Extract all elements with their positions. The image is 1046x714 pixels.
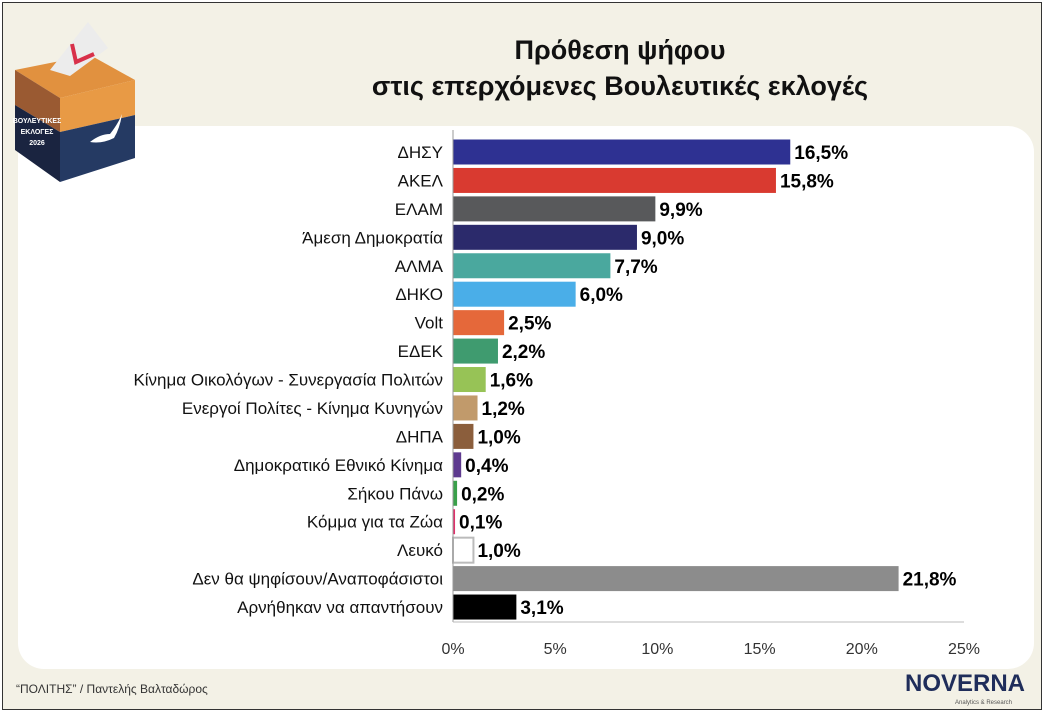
x-tick-label: 10% — [641, 641, 673, 658]
value-label: 2,2% — [502, 342, 545, 363]
value-label: 15,8% — [780, 171, 834, 192]
category-label: Κίνημα Οικολόγων - Συνεργασία Πολιτών — [133, 371, 443, 390]
category-label: Αρνήθηκαν να απαντήσουν — [237, 598, 443, 617]
logo-text: ΒΟΥΛΕΥΤΙΚΕΣ — [13, 118, 62, 125]
category-label: Δημοκρατικό Εθνικό Κίνημα — [234, 456, 443, 475]
title-line-1: Πρόθεση ψήφου — [514, 35, 726, 65]
bar — [453, 367, 486, 393]
category-label: Volt — [415, 314, 444, 333]
value-label: 0,4% — [465, 456, 508, 477]
bar — [453, 509, 456, 535]
value-label: 9,0% — [641, 228, 684, 249]
title-line-2: στις επερχόμενες Βουλευτικές εκλογές — [371, 71, 869, 101]
value-label: 2,5% — [508, 314, 551, 335]
value-label: 1,0% — [477, 427, 520, 448]
bar — [453, 338, 498, 364]
category-label: Άμεση Δημοκρατία — [302, 228, 443, 247]
ballot-box-logo: ΒΟΥΛΕΥΤΙΚΕΣ ΕΚΛΟΓΕΣ 2026 — [13, 22, 135, 182]
category-label: ΑΚΕΛ — [398, 171, 444, 190]
category-label: Σήκου Πάνω — [347, 484, 443, 503]
bar — [453, 594, 517, 620]
value-label: 7,7% — [614, 257, 657, 278]
source-credit: “ΠΟΛΙΤΗΣ” / Παντελής Βαλταδώρος — [16, 682, 208, 696]
x-tick-label: 5% — [544, 641, 567, 658]
category-label: ΔΗΠΑ — [396, 427, 444, 446]
x-tick-label: 20% — [846, 641, 878, 658]
category-label: Δεν θα ψηφίσουν/Αναποφάσιστοι — [192, 570, 443, 589]
value-label: 9,9% — [659, 200, 702, 221]
brand-tagline: Analytics & Research — [955, 700, 1013, 706]
bar — [453, 423, 474, 449]
bar — [453, 310, 505, 336]
category-label: ΕΛΑΜ — [395, 200, 443, 219]
category-label: Λευκό — [397, 541, 443, 560]
value-label: 6,0% — [580, 285, 623, 306]
category-label: ΑΛΜΑ — [395, 257, 444, 276]
bar — [453, 167, 776, 193]
bar — [453, 196, 656, 222]
x-tick-label: 25% — [948, 641, 980, 658]
x-tick-label: 0% — [441, 641, 464, 658]
bar — [453, 139, 791, 165]
value-label: 21,8% — [903, 570, 957, 591]
brand-logo: NOVERNA — [905, 670, 1026, 697]
bar — [453, 253, 611, 279]
value-label: 3,1% — [520, 598, 563, 619]
category-label: Ενεργοί Πολίτες - Κίνημα Κυνηγών — [182, 399, 443, 418]
chart-title: Πρόθεση ψήφου στις επερχόμενες Βουλευτικ… — [180, 32, 1046, 104]
logo-text: 2026 — [29, 140, 45, 147]
category-label: Κόμμα για τα Ζώα — [307, 513, 443, 532]
value-label: 1,6% — [490, 371, 533, 392]
value-label: 1,0% — [477, 541, 520, 562]
value-label: 1,2% — [482, 399, 525, 420]
value-label: 0,2% — [461, 484, 504, 505]
bar — [453, 281, 576, 307]
bar — [453, 480, 458, 506]
logo-text: ΕΚΛΟΓΕΣ — [21, 129, 54, 136]
bar — [453, 224, 637, 250]
value-label: 0,1% — [459, 513, 502, 534]
category-label: ΔΗΣΥ — [398, 143, 443, 162]
category-label: ΔΗΚΟ — [395, 285, 443, 304]
value-label: 16,5% — [794, 143, 848, 164]
bar — [453, 395, 478, 421]
x-tick-label: 15% — [744, 641, 776, 658]
bar — [452, 536, 475, 564]
category-label: ΕΔΕΚ — [398, 342, 444, 361]
bar — [453, 452, 462, 478]
bar — [453, 566, 899, 592]
